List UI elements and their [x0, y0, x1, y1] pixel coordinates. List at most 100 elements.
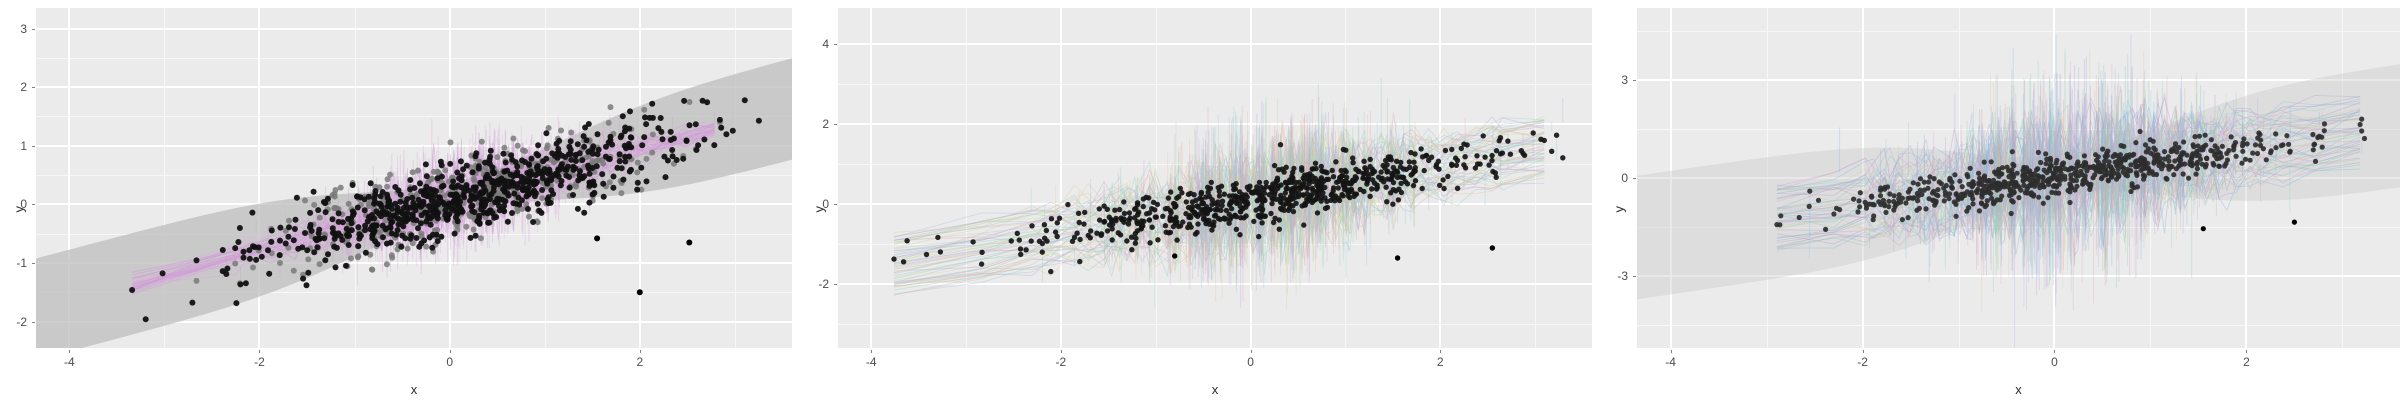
y-tick-label: 0 [1621, 171, 1628, 185]
major-gridline-h [838, 43, 1592, 45]
x-tick-label: 0 [2051, 355, 2058, 369]
facet-panel-1: y x 3 2 1 0 -1 -2 -4 -2 0 2 [0, 0, 800, 403]
major-gridline-v [68, 8, 70, 348]
y-axis-tick [1633, 178, 1636, 179]
minor-gridline-v [164, 8, 165, 348]
minor-gridline-h [36, 58, 792, 59]
panel-1-plot-area [36, 8, 792, 348]
y-tick-label: -2 [16, 314, 27, 329]
x-axis-tick [1250, 350, 1252, 353]
y-tick-label: 0 [822, 197, 829, 211]
x-axis-tick [2246, 350, 2248, 353]
major-gridline-v [870, 8, 872, 348]
facet-panel-2: y x 4 2 0 -2 -4 -2 0 2 [800, 0, 1600, 403]
y-axis-tick [32, 263, 35, 264]
y-axis-tick [32, 145, 35, 147]
y-axis-tick [32, 321, 35, 323]
minor-gridline-v [1535, 8, 1536, 348]
major-gridline-h [36, 262, 792, 264]
minor-gridline-h [838, 84, 1592, 85]
major-gridline-h [36, 28, 792, 30]
minor-gridline-v [355, 8, 356, 348]
data-layer [36, 8, 792, 348]
major-gridline-v [1060, 8, 1062, 348]
x-axis-tick [1060, 350, 1062, 353]
x-axis-tick [1670, 350, 1672, 353]
x-tick-label: 0 [1247, 355, 1254, 369]
y-axis-tick [1633, 276, 1636, 278]
y-axis-tick [834, 284, 837, 285]
x-axis-tick [2054, 350, 2056, 353]
y-tick-label: 3 [20, 21, 27, 36]
y-tick-label: -2 [818, 277, 829, 291]
y-tick-label: -1 [16, 256, 27, 270]
major-gridline-v [2245, 8, 2247, 348]
facet-panel-3: y x 3 0 -3 -4 -2 0 2 [1600, 0, 2400, 403]
x-axis-tick [69, 350, 71, 353]
major-gridline-h [1637, 275, 2400, 277]
minor-gridline-h [1637, 129, 2400, 130]
y-tick-label: 4 [822, 37, 829, 51]
minor-gridline-h [36, 116, 792, 117]
minor-gridline-h [36, 175, 792, 176]
minor-gridline-h [1637, 227, 2400, 228]
y-axis-tick [834, 124, 837, 125]
y-tick-label: 3 [1621, 72, 1628, 87]
y-axis-tick [834, 204, 837, 205]
y-axis-tick [32, 87, 35, 89]
minor-gridline-h [838, 164, 1592, 165]
major-gridline-v [258, 8, 260, 348]
data-layer [838, 8, 1592, 348]
y-axis-tick [1633, 79, 1636, 81]
major-gridline-v [1439, 8, 1441, 348]
x-tick-label: 2 [636, 355, 644, 369]
x-tick-label: -2 [1055, 355, 1067, 369]
y-tick-label: 2 [20, 80, 27, 95]
minor-gridline-h [1637, 325, 2400, 326]
x-tick-label: -4 [1665, 355, 1676, 369]
major-gridline-v [1250, 8, 1252, 348]
x-tick-label: 0 [446, 355, 453, 369]
minor-gridline-h [1637, 31, 2400, 32]
y-tick-label: 2 [822, 117, 829, 131]
y-tick-label: 1 [20, 138, 27, 153]
x-axis-tick [259, 350, 261, 353]
x-tick-label: -4 [865, 355, 877, 369]
y-axis-tick [32, 28, 35, 30]
major-gridline-h [36, 321, 792, 323]
panel-1-x-axis-title: x [410, 382, 418, 397]
major-gridline-h [838, 123, 1592, 125]
y-tick-label: 0 [20, 197, 27, 212]
x-axis-tick [871, 350, 873, 353]
y-tick-label: -3 [1617, 269, 1628, 284]
y-axis-tick [834, 44, 837, 45]
panel-2-plot-area [838, 8, 1592, 348]
x-tick-label: 2 [2243, 355, 2250, 369]
major-gridline-h [1637, 177, 2400, 179]
major-gridline-h [36, 86, 792, 88]
x-tick-label: 2 [1436, 355, 1444, 369]
x-tick-label: -4 [63, 355, 75, 369]
panel-3-plot-area [1637, 8, 2400, 348]
x-axis-tick [449, 350, 451, 353]
data-layer [1637, 8, 2400, 348]
panel-3-x-axis-title: x [2015, 382, 2022, 397]
x-tick-label: -2 [1857, 355, 1868, 369]
major-gridline-h [1637, 79, 2400, 81]
major-gridline-v [1670, 8, 1672, 348]
minor-gridline-v [966, 8, 967, 348]
minor-gridline-v [1156, 8, 1157, 348]
x-tick-label: -2 [254, 355, 265, 369]
x-axis-tick [639, 350, 641, 353]
minor-gridline-v [735, 8, 736, 348]
major-gridline-h [36, 145, 792, 147]
x-axis-tick [1862, 350, 1864, 353]
major-gridline-h [838, 283, 1592, 285]
minor-gridline-h [36, 292, 792, 293]
panel-2-x-axis-title: x [1211, 382, 1219, 397]
y-axis-tick [32, 204, 35, 206]
minor-gridline-h [838, 244, 1592, 245]
minor-gridline-h [838, 324, 1592, 325]
x-axis-tick [1440, 350, 1442, 353]
